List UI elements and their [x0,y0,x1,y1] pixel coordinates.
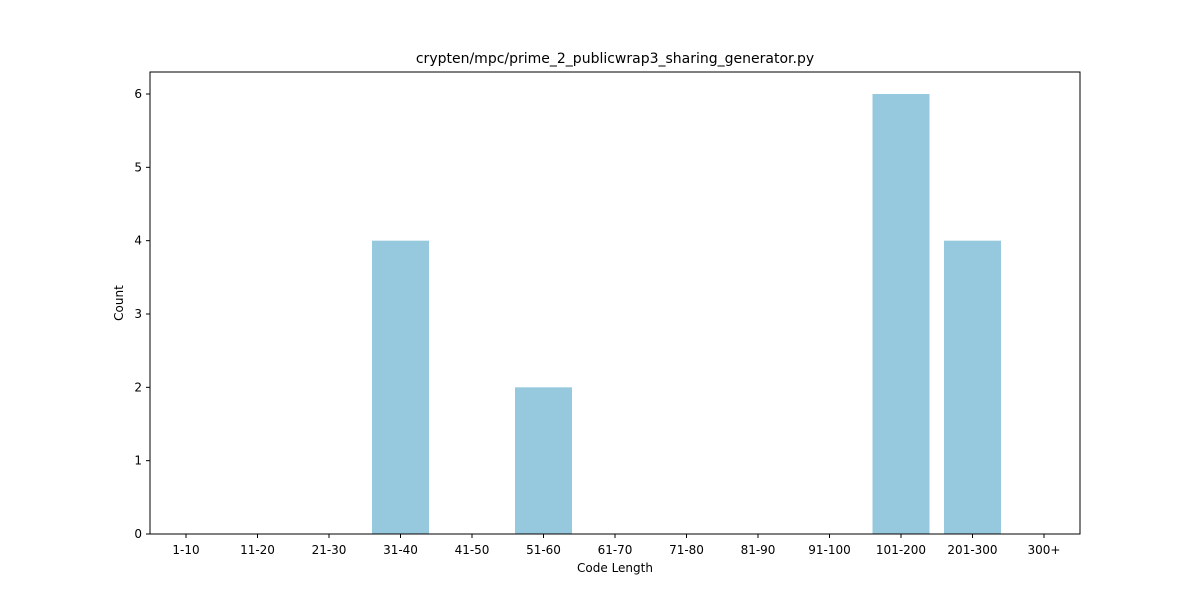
y-axis: 0 1 2 3 4 5 6 [134,87,150,541]
x-tick-label: 91-100 [808,543,851,557]
x-tick-label: 41-50 [455,543,490,557]
y-tick-label: 4 [134,234,142,248]
x-tick-label: 201-300 [947,543,997,557]
x-tick-label: 101-200 [876,543,926,557]
x-tick-label: 51-60 [526,543,561,557]
y-tick-label: 6 [134,87,142,101]
x-tick-label: 300+ [1028,543,1061,557]
x-tick-label: 61-70 [598,543,633,557]
x-axis: 1-10 11-20 21-30 31-40 41-50 51-60 61-70 71-80 8… [172,534,1060,557]
y-tick-label: 5 [134,160,142,174]
y-tick-label: 3 [134,307,142,321]
x-tick-label: 11-20 [240,543,275,557]
x-tick-label: 21-30 [312,543,347,557]
x-tick-label: 81-90 [741,543,776,557]
bars-layer [372,94,1001,535]
bar-101-200 [872,94,930,534]
plot-frame [149,71,1081,535]
x-tick-label: 71-80 [669,543,704,557]
y-axis-label: Count [112,285,126,321]
x-axis-label: Code Length [577,561,653,575]
bar-51-60 [515,387,572,534]
chart-title: crypten/mpc/prime_2_publicwrap3_sharing_… [416,51,814,67]
y-tick-label: 2 [134,380,142,394]
y-tick-label: 0 [134,527,142,541]
x-tick-label: 1-10 [172,543,199,557]
x-tick-label: 31-40 [383,543,418,557]
bar-31-40 [372,240,429,535]
bar-201-300 [944,240,1001,535]
y-tick-label: 1 [134,454,142,468]
